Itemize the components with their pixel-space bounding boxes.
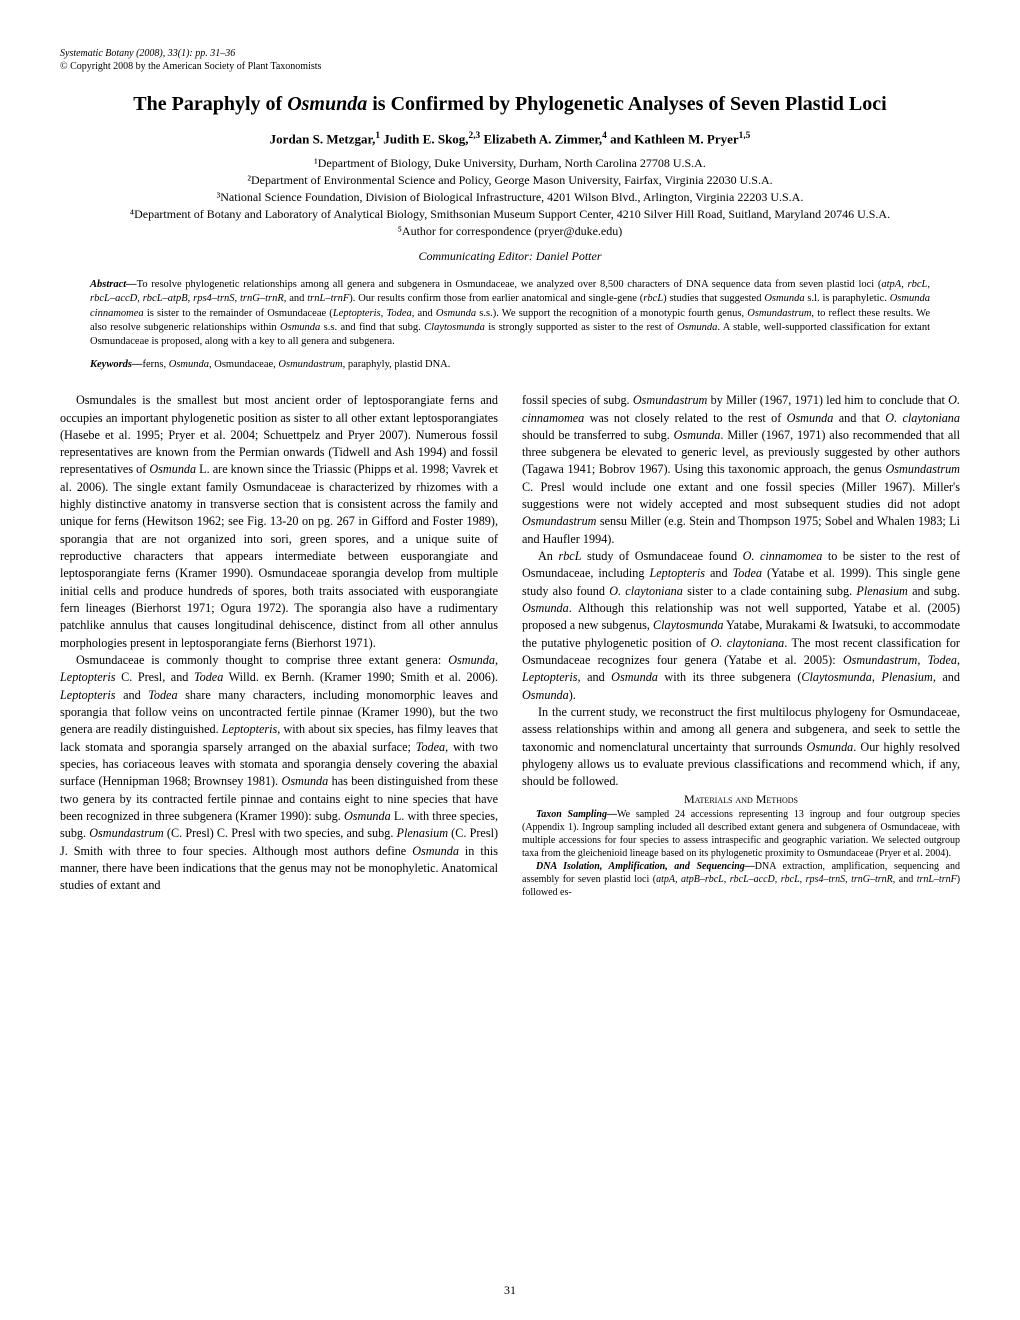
body-paragraph-5: In the current study, we reconstruct the…	[522, 704, 960, 791]
affiliation-5: ⁵Author for correspondence (pryer@duke.e…	[60, 223, 960, 240]
body-paragraph-1: Osmundales is the smallest but most anci…	[60, 392, 498, 652]
taxon-sampling-label: Taxon Sampling—	[536, 809, 617, 820]
abstract-block: Abstract—To resolve phylogenetic relatio…	[90, 278, 930, 349]
keywords-block: Keywords—ferns, Osmunda, Osmundaceae, Os…	[90, 359, 930, 370]
two-column-body: Osmundales is the smallest but most anci…	[60, 392, 960, 899]
copyright-line: © Copyright 2008 by the American Society…	[60, 61, 960, 72]
left-column: Osmundales is the smallest but most anci…	[60, 392, 498, 899]
keywords-text: ferns, Osmunda, Osmundaceae, Osmundastru…	[143, 359, 451, 370]
abstract-label: Abstract—	[90, 279, 137, 290]
affiliations-block: ¹Department of Biology, Duke University,…	[60, 155, 960, 239]
journal-citation-text: Systematic Botany (2008), 33(1): pp. 31–…	[60, 48, 235, 59]
affiliation-1: ¹Department of Biology, Duke University,…	[60, 155, 960, 172]
abstract-text: To resolve phylogenetic relationships am…	[90, 279, 930, 347]
right-column: fossil species of subg. Osmundastrum by …	[522, 392, 960, 899]
materials-methods-heading: Materials and Methods	[522, 791, 960, 808]
journal-citation: Systematic Botany (2008), 33(1): pp. 31–…	[60, 48, 960, 59]
page-number: 31	[0, 1283, 1020, 1298]
keywords-label: Keywords—	[90, 359, 143, 370]
affiliation-3: ³National Science Foundation, Division o…	[60, 189, 960, 206]
communicating-editor: Communicating Editor: Daniel Potter	[60, 249, 960, 264]
article-title: The Paraphyly of Osmunda is Confirmed by…	[60, 92, 960, 117]
affiliation-4: ⁴Department of Botany and Laboratory of …	[60, 206, 960, 223]
affiliation-2: ²Department of Environmental Science and…	[60, 172, 960, 189]
body-paragraph-3: fossil species of subg. Osmundastrum by …	[522, 392, 960, 548]
methods-dna: DNA Isolation, Amplification, and Sequen…	[522, 860, 960, 899]
methods-taxon-sampling: Taxon Sampling—We sampled 24 accessions …	[522, 808, 960, 860]
dna-label: DNA Isolation, Amplification, and Sequen…	[536, 861, 755, 872]
body-paragraph-2: Osmundaceae is commonly thought to compr…	[60, 652, 498, 895]
author-list: Jordan S. Metzgar,1 Judith E. Skog,2,3 E…	[60, 131, 960, 147]
body-paragraph-4: An rbcL study of Osmundaceae found O. ci…	[522, 548, 960, 704]
